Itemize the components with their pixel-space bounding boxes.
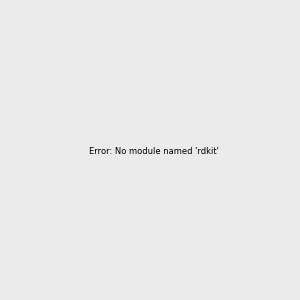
Text: Error: No module named 'rdkit': Error: No module named 'rdkit': [89, 147, 219, 156]
